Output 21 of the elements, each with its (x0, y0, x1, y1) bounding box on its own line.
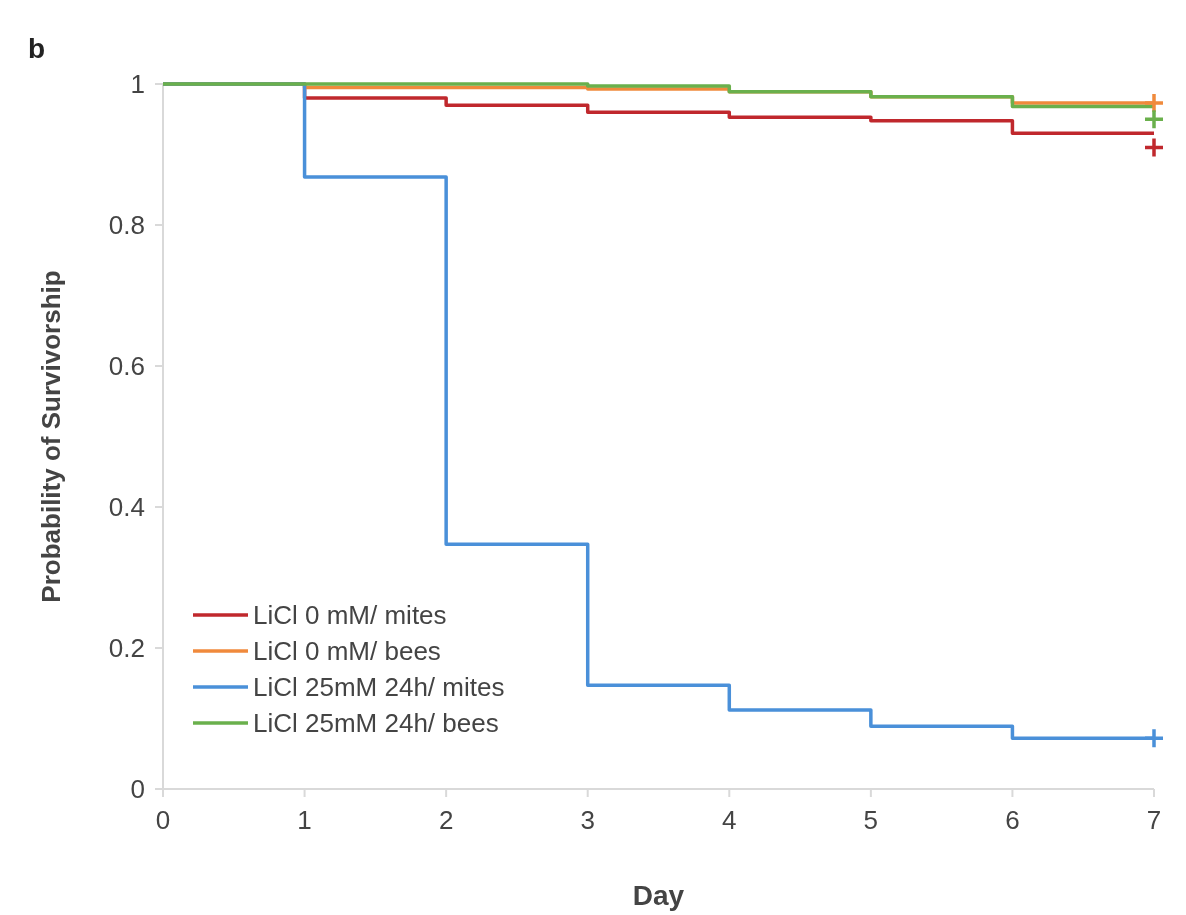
legend-label: LiCl 0 mM/ bees (253, 636, 441, 667)
y-tick-label: 1 (130, 69, 145, 100)
x-tick-label: 6 (1005, 805, 1020, 835)
y-axis-title: Probability of Survivorship (36, 270, 66, 603)
y-tick-label: 0.8 (108, 210, 145, 241)
y-tick-label: 0.6 (108, 351, 145, 382)
x-axis-title: Day (632, 880, 685, 911)
x-tick-label: 2 (438, 805, 454, 835)
y-tick-label: 0.2 (108, 633, 145, 664)
x-tick-label: 5 (863, 805, 879, 835)
x-tick-label: 0 (155, 805, 171, 835)
x-tick-label: 7 (1146, 805, 1162, 835)
x-tick-label: 3 (580, 805, 595, 835)
x-tick-label: 1 (297, 805, 312, 835)
chart-title: b (28, 33, 46, 64)
x-tick-label: 4 (722, 805, 737, 835)
legend-label: LiCl 25mM 24h/ mites (253, 672, 505, 703)
legend-label: LiCl 0 mM/ mites (253, 600, 447, 631)
y-tick-label: 0.4 (108, 492, 145, 523)
y-tick-label: 0 (130, 774, 145, 805)
legend-label: LiCl 25mM 24h/ bees (253, 708, 499, 739)
